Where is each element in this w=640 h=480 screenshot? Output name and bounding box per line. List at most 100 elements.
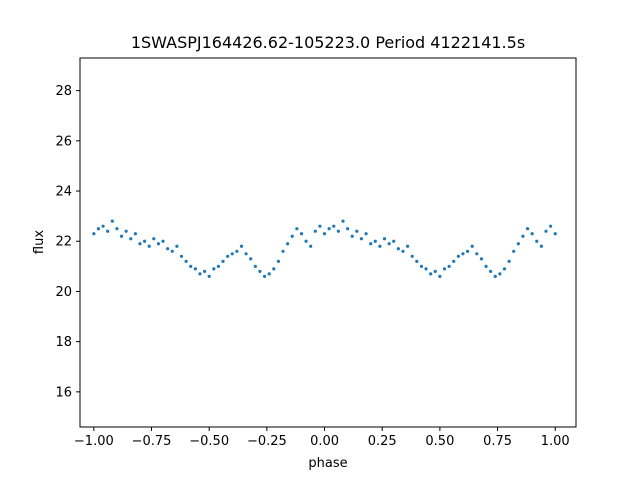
data-point (272, 267, 276, 271)
data-point (442, 267, 447, 271)
data-point (249, 257, 253, 261)
data-point (475, 252, 479, 256)
data-point (332, 224, 336, 228)
data-point (253, 264, 257, 268)
data-point (410, 254, 414, 258)
x-axis: −1.00 −0.75 −0.50 −0.25 0.00 0.25 0.50 0.75 1.00 (74, 427, 570, 449)
data-point (415, 259, 419, 263)
data-point (549, 224, 553, 228)
data-point (405, 244, 410, 248)
x-tick-label: −0.25 (247, 434, 287, 449)
data-point (216, 264, 221, 268)
data-point (378, 244, 382, 248)
data-point (424, 267, 428, 271)
data-point (286, 242, 290, 246)
data-point (336, 229, 340, 233)
data-point (267, 272, 271, 276)
data-point (212, 267, 216, 271)
data-point (184, 259, 188, 263)
y-tick-label: 24 (55, 185, 72, 200)
data-point (346, 227, 350, 231)
data-point (322, 232, 327, 236)
y-tick-label: 22 (55, 235, 72, 250)
y-tick-label: 16 (55, 385, 72, 400)
data-point (350, 234, 354, 238)
data-point (299, 232, 304, 236)
data-point (507, 259, 511, 263)
data-point (525, 227, 530, 231)
data-point (92, 232, 96, 236)
data-point (138, 242, 142, 246)
data-point (502, 267, 507, 271)
data-point (152, 237, 156, 241)
x-tick-label: 0.25 (368, 434, 397, 449)
data-point (290, 234, 294, 238)
data-point (226, 254, 230, 258)
x-tick-label: −0.50 (189, 434, 229, 449)
data-point (96, 227, 101, 231)
y-tick-label: 28 (55, 84, 72, 99)
data-point (258, 269, 262, 273)
data-point (143, 239, 147, 243)
data-point (147, 244, 151, 248)
x-tick-label: 0.50 (425, 434, 454, 449)
data-point (198, 272, 202, 276)
data-point (401, 249, 405, 253)
data-point (512, 249, 516, 253)
data-point (281, 249, 285, 253)
data-point (179, 254, 184, 258)
data-point (521, 234, 525, 238)
data-point (119, 234, 124, 238)
data-point (369, 242, 373, 246)
data-point (101, 224, 105, 228)
x-tick-label: 0.75 (483, 434, 512, 449)
data-point (221, 259, 225, 263)
x-axis-label: phase (308, 456, 347, 471)
data-point (382, 237, 387, 241)
data-point (539, 244, 544, 248)
x-tick-label: −1.00 (74, 434, 114, 449)
data-point (156, 242, 161, 246)
data-point (313, 229, 317, 233)
data-point (553, 232, 557, 236)
data-point (438, 274, 442, 278)
data-point (327, 227, 331, 231)
data-point (110, 219, 114, 223)
data-point (530, 232, 534, 236)
data-point (359, 237, 364, 241)
data-point (429, 272, 433, 276)
data-point (129, 237, 133, 241)
data-point (318, 224, 322, 228)
data-point (433, 269, 437, 273)
data-point (193, 267, 197, 271)
data-point (484, 264, 488, 268)
x-tick-label: −0.75 (132, 434, 172, 449)
y-tick-label: 18 (55, 335, 72, 350)
y-axis-label: flux (32, 230, 47, 254)
data-point (419, 264, 424, 268)
data-point (493, 274, 497, 278)
data-point (235, 249, 239, 253)
data-point (106, 229, 110, 233)
data-point (392, 239, 396, 243)
data-point (189, 264, 193, 268)
data-point (452, 259, 456, 263)
data-point (175, 244, 179, 248)
y-axis: 16 18 20 22 24 26 28 (55, 84, 80, 400)
data-point (161, 239, 165, 243)
data-points (92, 219, 557, 278)
x-tick-label: 0.00 (310, 434, 339, 449)
data-point (479, 257, 484, 261)
data-point (456, 254, 460, 258)
data-point (489, 269, 493, 273)
data-point (465, 249, 470, 253)
data-point (115, 227, 119, 231)
data-point (461, 252, 465, 256)
data-point (244, 252, 248, 256)
data-point (124, 229, 128, 233)
data-point (276, 259, 280, 263)
data-point (170, 249, 174, 253)
plot-frame (79, 57, 577, 428)
data-point (364, 232, 368, 236)
